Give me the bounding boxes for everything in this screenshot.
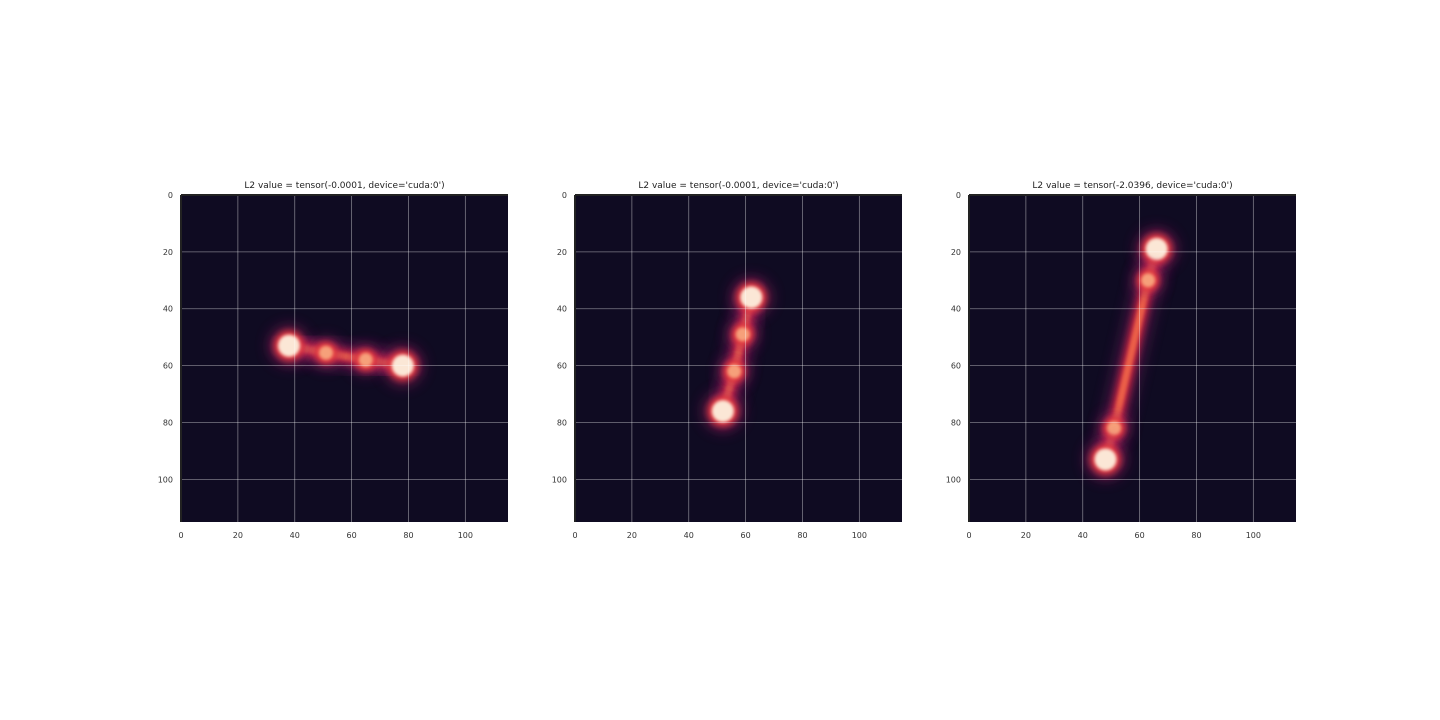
- blob-point-2: [1141, 273, 1156, 288]
- x-tick-label: 100: [1246, 531, 1261, 540]
- y-tick-label: 40: [951, 305, 961, 314]
- blob-point-3: [1107, 421, 1122, 436]
- x-tick-label: 40: [1078, 531, 1088, 540]
- x-tick-label: 20: [1021, 531, 1031, 540]
- y-tick-label: 20: [557, 248, 567, 257]
- y-tick-label: 100: [552, 475, 567, 484]
- blob-point-1: [740, 286, 763, 309]
- y-tick-label: 40: [557, 305, 567, 314]
- y-tick-label: 60: [163, 362, 173, 371]
- y-tick-label: 20: [951, 248, 961, 257]
- x-tick-label: 0: [178, 531, 183, 540]
- x-tick-label: 80: [1191, 531, 1201, 540]
- blob-point-4: [711, 400, 734, 423]
- x-tick-label: 20: [627, 531, 637, 540]
- blob-point-1: [278, 334, 301, 357]
- panel-title: L2 value = tensor(-0.0001, device='cuda:…: [638, 181, 838, 191]
- y-tick-label: 40: [163, 305, 173, 314]
- y-tick-label: 80: [163, 418, 173, 427]
- y-tick-label: 0: [562, 191, 567, 200]
- y-tick-label: 100: [158, 475, 173, 484]
- y-tick-label: 60: [557, 362, 567, 371]
- x-tick-label: 80: [797, 531, 807, 540]
- heatmap-panel-1: L2 value = tensor(-0.0001, device='cuda:…: [158, 181, 508, 540]
- y-tick-label: 80: [557, 418, 567, 427]
- y-tick-label: 0: [956, 191, 961, 200]
- blob-point-4: [1094, 448, 1117, 471]
- x-tick-label: 100: [458, 531, 473, 540]
- blob-point-3: [727, 364, 742, 379]
- x-tick-label: 0: [966, 531, 971, 540]
- blob-point-4: [391, 354, 414, 377]
- blob-point-3: [358, 352, 373, 367]
- x-tick-label: 80: [403, 531, 413, 540]
- y-tick-label: 60: [951, 362, 961, 371]
- blob-point-2: [319, 345, 334, 360]
- heatmap-panel-3: L2 value = tensor(-2.0396, device='cuda:…: [946, 181, 1296, 540]
- heatmap-panel-2: L2 value = tensor(-0.0001, device='cuda:…: [552, 181, 902, 540]
- y-tick-label: 100: [946, 475, 961, 484]
- y-tick-label: 0: [168, 191, 173, 200]
- blob-point-2: [735, 327, 750, 342]
- x-tick-label: 100: [852, 531, 867, 540]
- y-tick-label: 80: [951, 418, 961, 427]
- x-tick-label: 60: [1135, 531, 1145, 540]
- blob-point-1: [1145, 238, 1168, 261]
- x-tick-label: 20: [233, 531, 243, 540]
- x-tick-label: 0: [572, 531, 577, 540]
- x-tick-label: 40: [684, 531, 694, 540]
- x-tick-label: 60: [347, 531, 357, 540]
- x-tick-label: 40: [290, 531, 300, 540]
- x-tick-label: 60: [741, 531, 751, 540]
- panel-title: L2 value = tensor(-2.0396, device='cuda:…: [1032, 181, 1232, 191]
- y-tick-label: 20: [163, 248, 173, 257]
- panel-title: L2 value = tensor(-0.0001, device='cuda:…: [244, 181, 444, 191]
